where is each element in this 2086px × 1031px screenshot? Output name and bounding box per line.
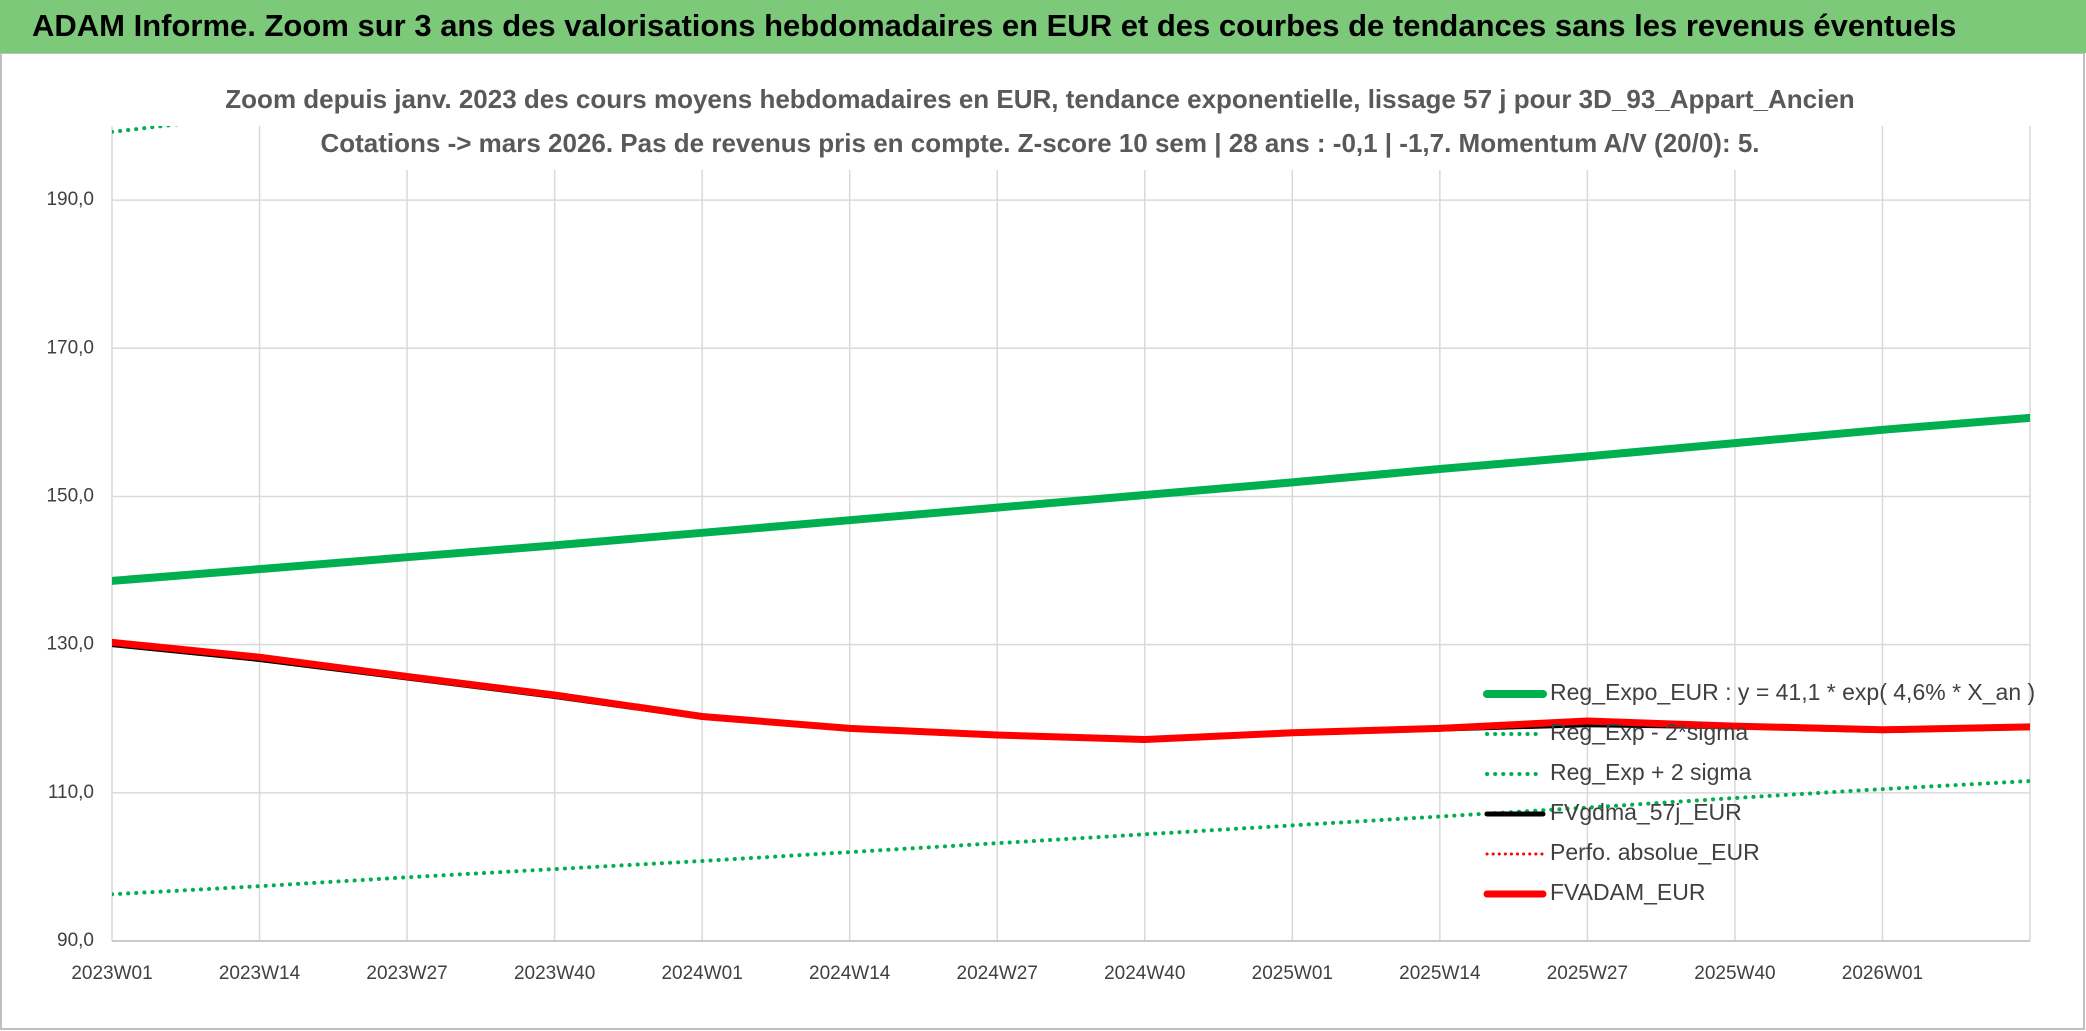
grid: 90,0 110,0 130,0 150,0 170,0 190,0 2023W01 2023… — [46, 126, 2031, 984]
legend-label: Reg_Expo_EUR : y = 41,1 * exp( 4,6% * X_… — [1550, 679, 2035, 705]
x-tick-label: 2025W40 — [1694, 963, 1775, 984]
legend-label: Reg_Exp + 2 sigma — [1550, 759, 1752, 785]
series-line — [112, 638, 2030, 743]
y-tick-label: 190,0 — [46, 189, 94, 210]
x-tick-label: 2024W27 — [957, 963, 1038, 984]
title-banner — [0, 0, 2086, 53]
series-line — [112, 413, 2030, 585]
x-tick-label: 2023W40 — [514, 963, 595, 984]
legend-label: FVgdma_57j_EUR — [1550, 799, 1742, 825]
x-tick-label: 2024W14 — [809, 963, 891, 984]
chart-title: ADAM Informe. Zoom sur 3 ans des valoris… — [32, 8, 1956, 43]
legend-label: FVADAM_EUR — [1550, 879, 1706, 905]
y-tick-label: 110,0 — [48, 782, 94, 803]
y-tick-label: 170,0 — [46, 337, 94, 358]
subtitle-background — [290, 80, 1780, 170]
x-tick-label: 2025W14 — [1399, 963, 1481, 984]
y-tick-label: 90,0 — [57, 930, 94, 951]
x-tick-label: 2023W27 — [366, 963, 447, 984]
x-tick-label: 2024W40 — [1104, 963, 1185, 984]
plot-lines — [112, 126, 2030, 897]
subtitle: Zoom depuis janv. 2023 des cours moyens … — [225, 84, 1854, 114]
x-tick-label: 2025W01 — [1252, 963, 1333, 984]
subtitle: Cotations -> mars 2026. Pas de revenus p… — [320, 128, 1759, 158]
x-tick-label: 2023W14 — [219, 963, 301, 984]
x-tick-label: 2026W01 — [1842, 963, 1923, 984]
y-tick-label: 150,0 — [46, 485, 94, 506]
x-tick-label: 2025W27 — [1547, 963, 1628, 984]
legend: Reg_Expo_EUR : y = 41,1 * exp( 4,6% * X_… — [1483, 679, 2035, 905]
y-tick-label: 130,0 — [46, 634, 94, 655]
legend-label: Perfo. absolue_EUR — [1550, 839, 1760, 865]
x-tick-label: 2023W01 — [71, 963, 152, 984]
legend-label: Reg_Exp - 2*sigma — [1550, 719, 1748, 745]
x-tick-label: 2024W01 — [661, 963, 742, 984]
